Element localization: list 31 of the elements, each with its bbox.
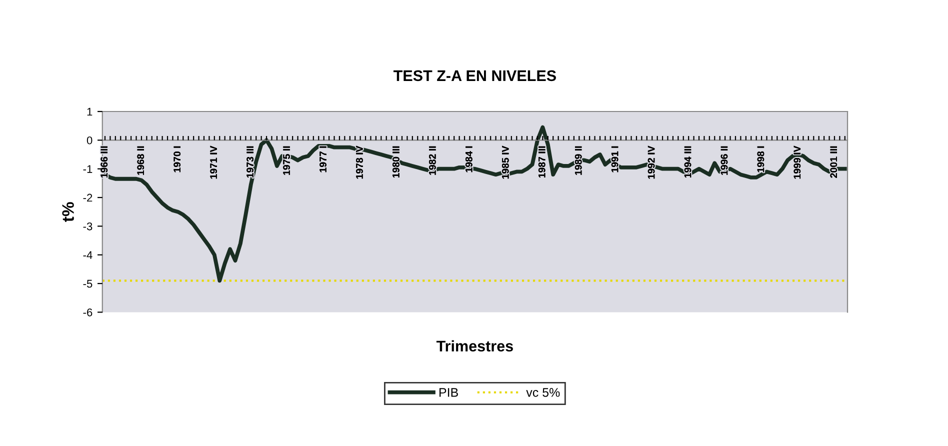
x-tick-label: 1970 I — [174, 146, 181, 172]
x-tick-label: 1978 IV — [356, 146, 363, 179]
legend-label: vc 5% — [526, 388, 560, 397]
y-tick-label: 0 — [86, 136, 92, 144]
chart-title: TEST Z-A EN NIVELES — [393, 70, 556, 82]
y-tick-label: -1 — [83, 165, 92, 173]
x-tick-label: 1996 II — [720, 146, 728, 175]
x-tick-label: 1998 I — [757, 146, 764, 172]
x-tick-label: 1985 IV — [502, 146, 509, 179]
legend-label: PIB — [440, 388, 458, 397]
y-tick-label: 1 — [87, 108, 92, 116]
x-tick-label: 1982 II — [428, 146, 436, 175]
x-tick-label: 1991 I — [611, 146, 618, 172]
x-tick-label: 1977 I — [320, 146, 326, 172]
y-tick-label: -6 — [83, 308, 92, 316]
x-tick-label: 1971 IV — [210, 146, 218, 179]
y-tick-label: -2 — [83, 194, 92, 202]
y-tick-label: -4 — [83, 251, 92, 259]
y-axis-title: t% — [62, 202, 74, 222]
x-tick-label: 1999 IV — [794, 146, 801, 179]
x-tick-label: 1980 III — [392, 146, 400, 178]
x-tick-label: 1968 II — [137, 146, 144, 175]
x-tick-label: 1973 III — [246, 146, 254, 178]
x-axis-title: Trimestres — [436, 340, 513, 352]
x-tick-label: 2001 III — [830, 146, 838, 178]
x-tick-label: 1987 III — [538, 146, 546, 178]
x-tick-label: 1994 III — [684, 146, 692, 178]
y-tick-label: -3 — [83, 222, 92, 230]
y-tick-label: -5 — [83, 280, 92, 288]
x-tick-label: 1984 I — [465, 146, 472, 172]
x-tick-label: 1966 III — [100, 146, 108, 178]
